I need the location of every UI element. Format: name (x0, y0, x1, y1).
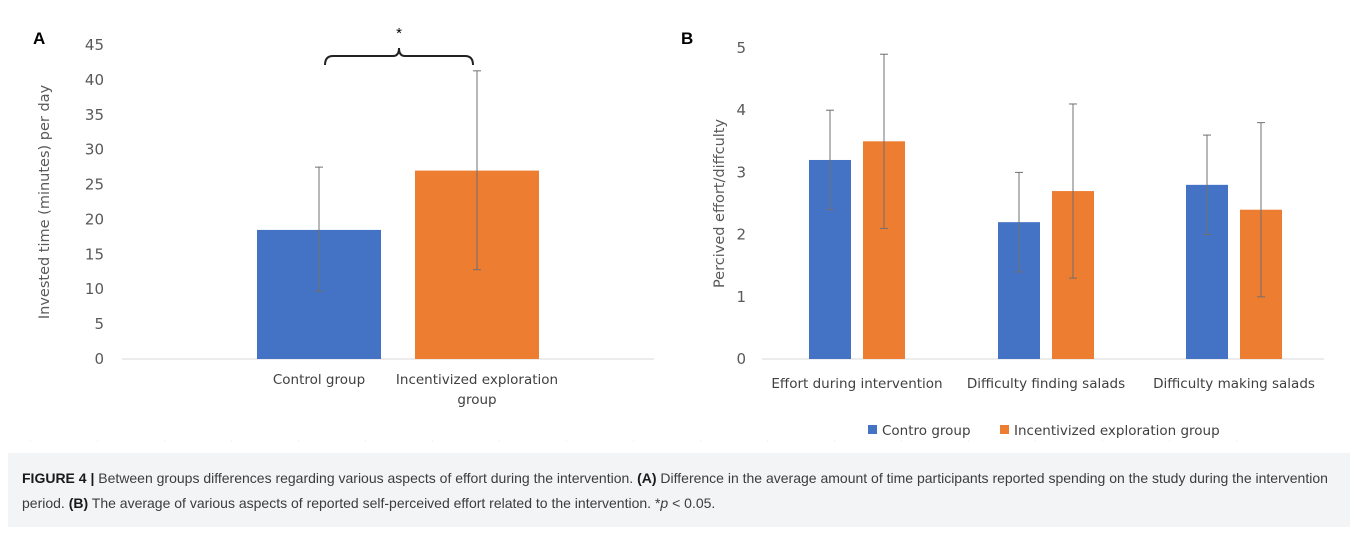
panel-b-error-bar (826, 109, 834, 211)
legend-swatch (1000, 425, 1009, 434)
panel-a-y-tick: 5 (94, 315, 104, 333)
panel-a-label: A (33, 29, 45, 48)
panel-a-y-tick: 15 (85, 245, 104, 263)
legend-label: Contro group (882, 423, 971, 439)
caption-a-text: Difference in the average amount of time… (22, 470, 1328, 511)
panel-b-error-bar (1257, 122, 1265, 298)
panel-b-y-tick: 4 (736, 101, 746, 119)
panel-a-category-label: Control group (273, 372, 365, 388)
panel-b-error-bar (1069, 103, 1077, 279)
panel-a-y-tick: 45 (85, 36, 104, 54)
panel-b-y-tick: 1 (736, 288, 746, 306)
significance-bracket: * (324, 25, 474, 66)
figure-caption: FIGURE 4 | Between groups differences re… (8, 453, 1350, 527)
panel-a: A Invested time (minutes) per day 0 5 10 15… (33, 25, 654, 408)
panel-b-error-bar (1015, 171, 1023, 273)
panel-b-category-label: Difficulty finding salads (967, 376, 1125, 392)
panel-b-error-bar (880, 53, 888, 229)
panel-b-y-axis-label: Percived effort/diffculty (712, 119, 728, 289)
panel-a-y-tick: 35 (85, 106, 104, 124)
panel-a-category-label: Incentivized exploration group (396, 372, 558, 408)
panel-b-category-label: Difficulty making salads (1153, 376, 1315, 392)
caption-label: FIGURE 4 | (22, 470, 95, 486)
legend-label: Incentivized exploration group (1014, 423, 1220, 439)
caption-b-text: The average of various aspects of report… (88, 495, 655, 511)
panel-b-category-label: Effort during intervention (771, 376, 942, 392)
caption-sig-rest: < 0.05. (668, 495, 716, 511)
panel-b-legend: Contro group Incentivized exploration gro… (868, 423, 1220, 439)
panel-a-y-tick: 25 (85, 176, 104, 194)
legend-swatch (868, 425, 877, 434)
significance-star: * (396, 25, 402, 42)
panel-a-y-tick: 10 (85, 280, 104, 298)
panel-b-y-tick: 3 (736, 163, 746, 181)
panel-a-error-bar (315, 166, 323, 292)
caption-sig-p: p (660, 495, 669, 511)
caption-sig-star: * (654, 495, 661, 511)
caption-b-label: (B) (68, 495, 89, 511)
panel-a-y-axis-label: Invested time (minutes) per day (37, 84, 53, 319)
significance-bracket-line (324, 47, 474, 66)
panel-b-y-tick: 2 (736, 226, 746, 244)
panel-a-y-tick: 0 (94, 350, 104, 368)
panel-b-y-tick: 5 (736, 39, 746, 57)
panel-b-y-tick: 0 (736, 350, 746, 368)
panel-a-error-bar (473, 70, 481, 271)
panel-b-error-bar (1203, 134, 1211, 236)
panel-a-y-tick: 20 (85, 210, 104, 228)
caption-a-label: (A) (637, 470, 657, 486)
caption-intro: Between groups differences regarding var… (94, 470, 638, 486)
panel-a-y-tick: 40 (85, 71, 104, 89)
panel-a-y-tick: 30 (85, 141, 104, 159)
legend-item: Contro group (868, 423, 971, 439)
panel-b: B Percived effort/diffculty 0 1 2 3 4 5 Effor… (681, 29, 1324, 439)
panel-b-label: B (681, 29, 693, 48)
figure-canvas: A Invested time (minutes) per day 051015… (30, 25, 1324, 442)
legend-item: Incentivized exploration group (1000, 423, 1220, 439)
